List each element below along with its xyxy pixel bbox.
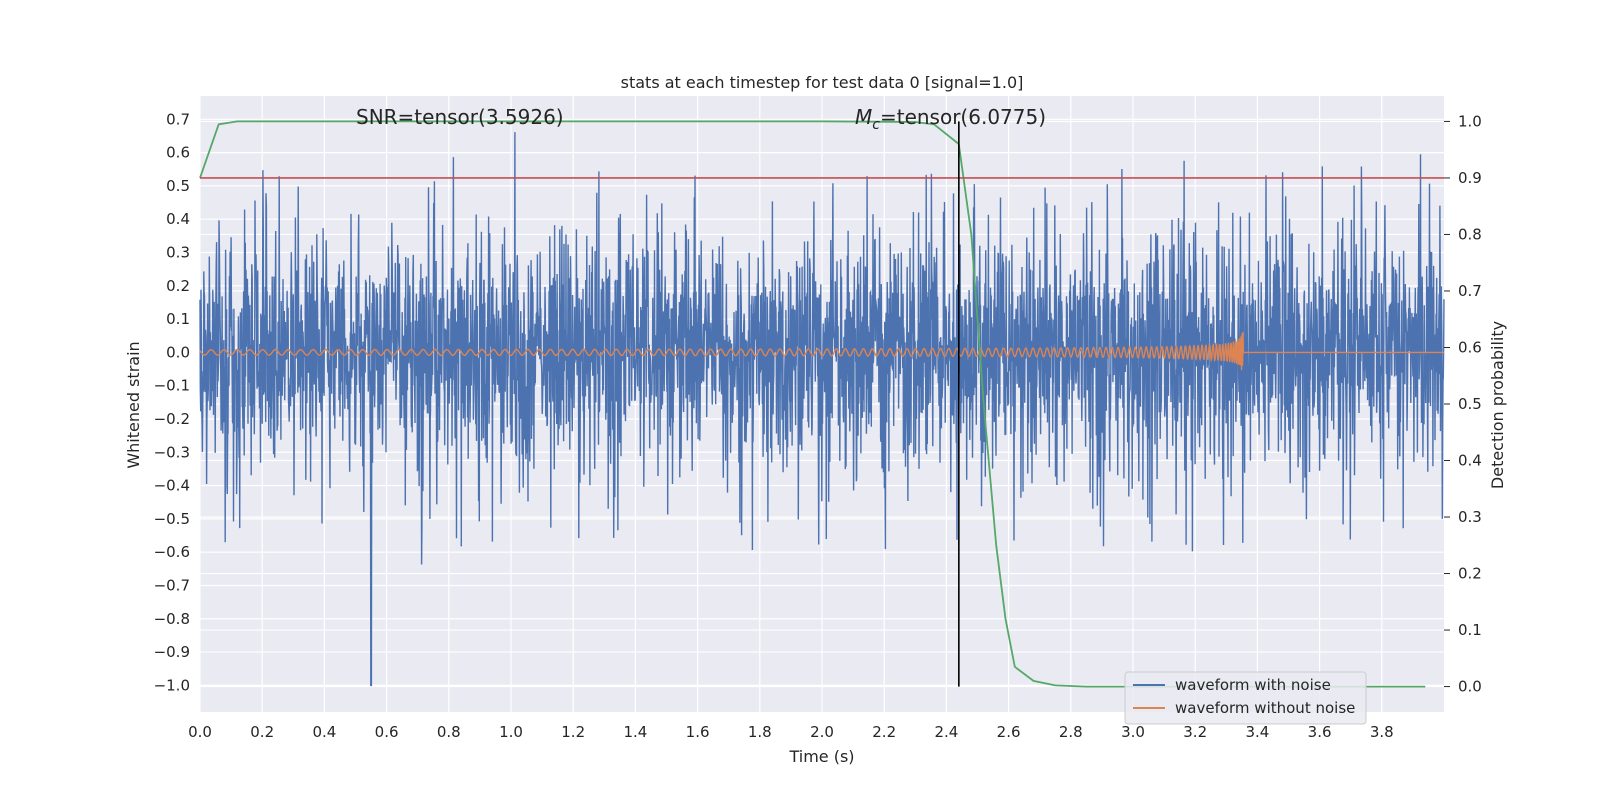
series-waveform-with-noise [199, 132, 1445, 687]
x-tick-label: 1.2 [561, 723, 585, 741]
chirp-mass-value: =tensor(6.0775) [880, 105, 1046, 129]
x-tick-label: 0.8 [437, 723, 461, 741]
x-tick-label: 2.8 [1059, 723, 1083, 741]
x-tick-label: 3.6 [1308, 723, 1332, 741]
noise-waveform-line [199, 132, 1445, 687]
y-tick-label: 0.7 [166, 110, 190, 128]
legend: waveform with noise waveform without noi… [1124, 671, 1367, 725]
chirp-mass-annotation: Mc=tensor(6.0775) [855, 105, 1046, 133]
chart-title: stats at each timestep for test data 0 [… [621, 73, 1024, 92]
x-tick-label: 1.0 [499, 723, 523, 741]
detection-probability-line [199, 120, 1426, 688]
right-y-tick-label: 0.4 [1458, 452, 1482, 470]
x-tick-label: 3.0 [1121, 723, 1145, 741]
right-y-tick-label: 0.0 [1458, 678, 1482, 696]
legend-box [1124, 671, 1367, 725]
y-tick-label: 0.5 [166, 177, 190, 195]
y-tick-label: −0.5 [154, 510, 190, 528]
y-tick-label: 0.4 [166, 210, 190, 228]
y-tick-label: −0.4 [154, 477, 190, 495]
x-tick-label: 0.4 [312, 723, 336, 741]
legend-label-signal: waveform without noise [1175, 699, 1355, 717]
legend-label-noise: waveform with noise [1175, 676, 1331, 694]
y-axis-label: Whitened strain [124, 341, 143, 468]
x-tick-labels: 0.0 0.2 0.4 0.6 0.8 1.0 1.2 1.4 1.6 1.8 2.0 2.2 2.4 2… [188, 723, 1394, 741]
y-tick-label: −0.9 [154, 643, 190, 661]
right-y-tick-label: 0.1 [1458, 621, 1482, 639]
y-tick-label: −0.8 [154, 610, 190, 628]
x-tick-label: 1.8 [748, 723, 772, 741]
y-tick-label: −0.1 [154, 377, 190, 395]
x-tick-label: 0.6 [375, 723, 399, 741]
y-tick-label: −0.2 [154, 410, 190, 428]
chirp-mass-symbol: M [855, 105, 872, 129]
x-tick-label: 1.4 [623, 723, 647, 741]
x-tick-label: 2.4 [934, 723, 958, 741]
y-tick-label: −1.0 [154, 676, 190, 694]
right-y-tick-label: 0.7 [1458, 282, 1482, 300]
x-tick-label: 0.0 [188, 723, 212, 741]
y-tick-label: 0.1 [166, 310, 190, 328]
x-tick-label: 3.8 [1370, 723, 1394, 741]
right-y-tick-label: 1.0 [1458, 112, 1482, 130]
series-detection-probability [199, 120, 1426, 688]
x-tick-label: 2.6 [997, 723, 1021, 741]
x-tick-label: 2.0 [810, 723, 834, 741]
y-tick-labels: 0.7 0.6 0.5 0.4 0.3 0.2 0.1 0.0 −0.1 −0.2 −0.3 −0.4… [154, 110, 190, 694]
right-y-tick-label: 0.6 [1458, 338, 1482, 356]
snr-annotation: SNR=tensor(3.5926) [356, 105, 564, 129]
y-tick-label: 0.0 [166, 343, 190, 361]
x-tick-label: 3.4 [1245, 723, 1269, 741]
y-tick-label: −0.3 [154, 443, 190, 461]
x-tick-label: 0.2 [250, 723, 274, 741]
series-waveform-without-noise [199, 331, 1444, 371]
right-y-tick-label: 0.9 [1458, 169, 1482, 187]
y-tick-label: 0.6 [166, 144, 190, 162]
y-tick-label: 0.3 [166, 243, 190, 261]
chirp-mass-subscript: c [872, 117, 880, 133]
right-y-tick-label: 0.8 [1458, 225, 1482, 243]
x-tick-label: 3.2 [1183, 723, 1207, 741]
x-tick-label: 1.6 [686, 723, 710, 741]
right-y-tick-labels: 1.0 0.9 0.8 0.7 0.6 0.5 0.4 0.3 0.2 0.1 0.0 [1444, 112, 1482, 696]
right-y-tick-label: 0.5 [1458, 395, 1482, 413]
y-tick-label: −0.6 [154, 543, 190, 561]
x-axis-label: Time (s) [788, 747, 854, 766]
right-y-tick-label: 0.2 [1458, 565, 1482, 583]
right-y-axis-label: Detection probability [1488, 321, 1507, 489]
x-tick-label: 2.2 [872, 723, 896, 741]
signal-waveform-line [199, 331, 1444, 371]
y-tick-label: −0.7 [154, 576, 190, 594]
y-tick-label: 0.2 [166, 277, 190, 295]
right-y-tick-label: 0.3 [1458, 508, 1482, 526]
